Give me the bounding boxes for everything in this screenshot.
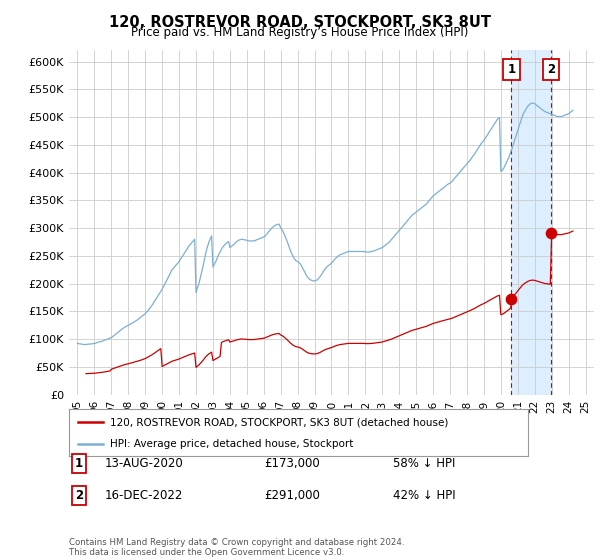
Text: 1: 1	[507, 63, 515, 76]
Text: £173,000: £173,000	[264, 457, 320, 470]
Point	[546, 228, 556, 237]
Text: Price paid vs. HM Land Registry’s House Price Index (HPI): Price paid vs. HM Land Registry’s House …	[131, 26, 469, 39]
Text: 2: 2	[547, 63, 555, 76]
Bar	[511, 50, 551, 395]
Text: 13-AUG-2020: 13-AUG-2020	[105, 457, 184, 470]
Text: 120, ROSTREVOR ROAD, STOCKPORT, SK3 8UT: 120, ROSTREVOR ROAD, STOCKPORT, SK3 8UT	[109, 15, 491, 30]
Text: 16-DEC-2022: 16-DEC-2022	[105, 489, 184, 502]
Text: HPI: Average price, detached house, Stockport: HPI: Average price, detached house, Stoc…	[110, 438, 353, 449]
Text: 2: 2	[75, 489, 83, 502]
Text: 120, ROSTREVOR ROAD, STOCKPORT, SK3 8UT (detached house): 120, ROSTREVOR ROAD, STOCKPORT, SK3 8UT …	[110, 417, 449, 427]
Text: £291,000: £291,000	[264, 489, 320, 502]
Text: Contains HM Land Registry data © Crown copyright and database right 2024.
This d: Contains HM Land Registry data © Crown c…	[69, 538, 404, 557]
Point	[506, 294, 516, 303]
Text: 1: 1	[75, 457, 83, 470]
Text: 42% ↓ HPI: 42% ↓ HPI	[393, 489, 455, 502]
Text: 58% ↓ HPI: 58% ↓ HPI	[393, 457, 455, 470]
